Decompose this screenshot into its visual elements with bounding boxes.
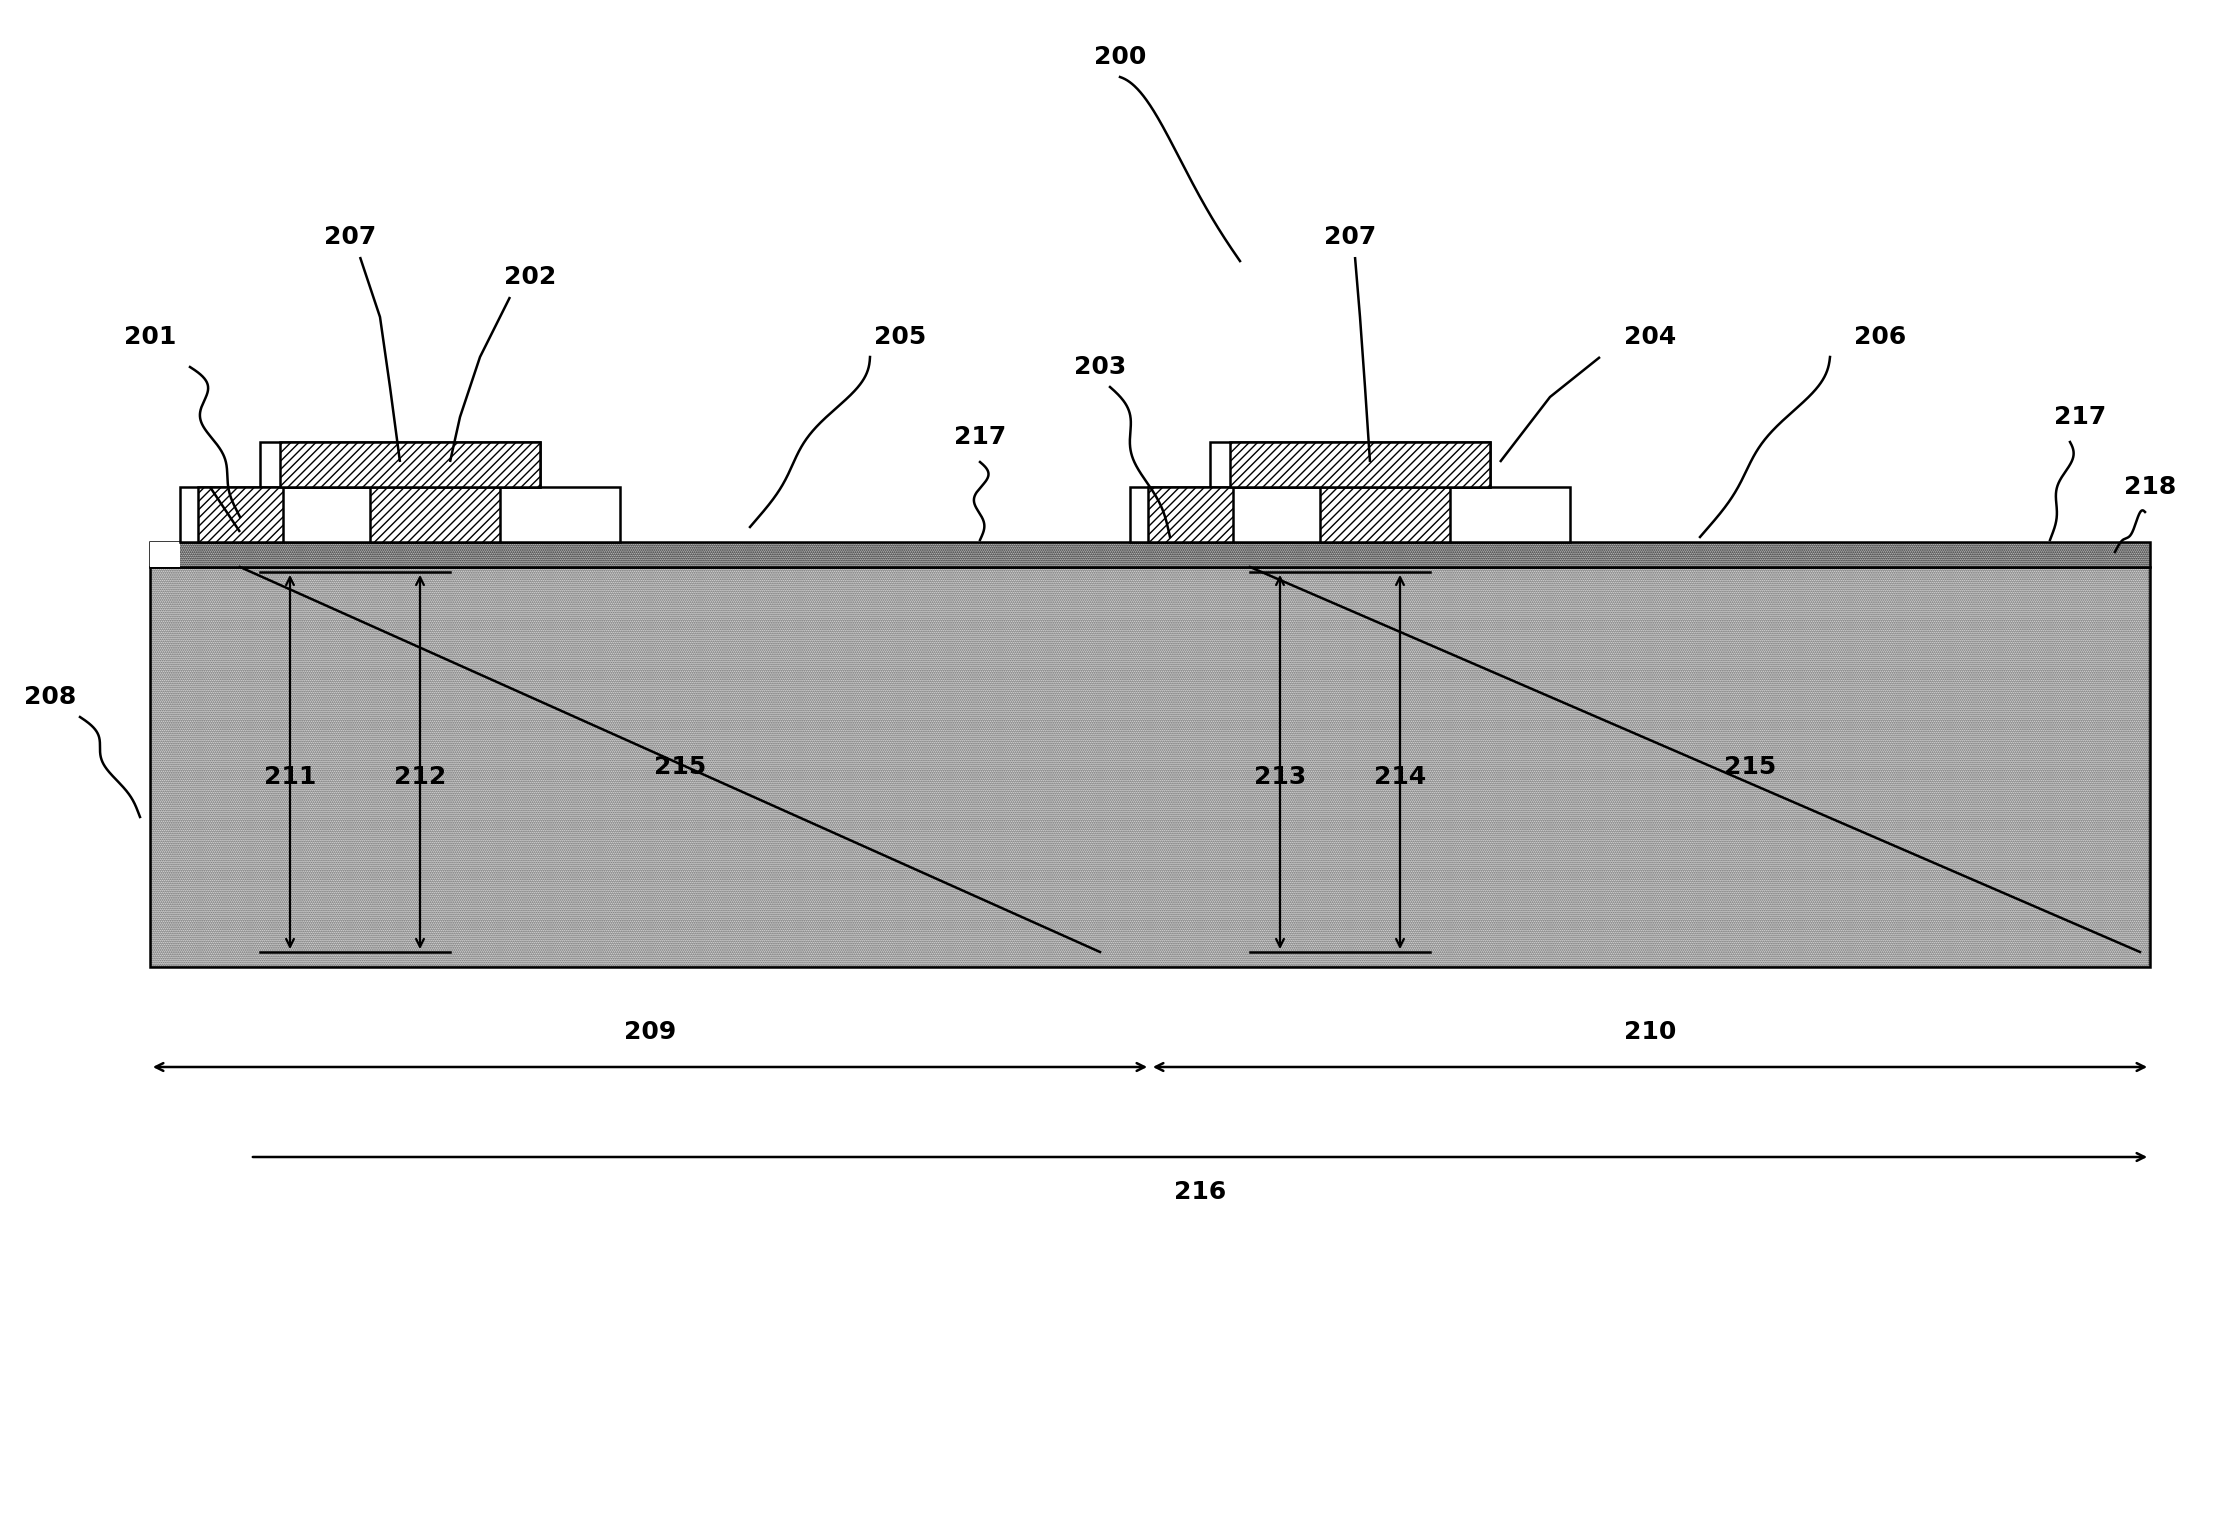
Text: 214: 214 (1373, 765, 1427, 789)
Bar (150, 542, 181, 567)
Bar (1147, 487, 1232, 542)
Text: 204: 204 (1623, 325, 1677, 349)
Text: 201: 201 (123, 325, 177, 349)
Text: 215: 215 (653, 755, 707, 780)
Bar (1230, 441, 1489, 487)
Text: 203: 203 (1073, 355, 1127, 379)
Text: 210: 210 (1623, 1019, 1677, 1044)
Text: 211: 211 (264, 765, 315, 789)
Bar (369, 487, 501, 542)
Bar (1319, 487, 1449, 542)
Bar (152, 569, 2149, 965)
Bar (280, 441, 541, 487)
Text: 218: 218 (2124, 475, 2176, 499)
Text: 206: 206 (1854, 325, 1905, 349)
Text: 216: 216 (1174, 1180, 1225, 1204)
Text: 217: 217 (2055, 405, 2106, 429)
Text: 207: 207 (1324, 225, 1375, 249)
Text: 215: 215 (1724, 755, 1775, 780)
Text: 209: 209 (624, 1019, 675, 1044)
Bar (150, 542, 2151, 567)
Bar (259, 441, 541, 487)
Text: 205: 205 (874, 325, 926, 349)
Bar (181, 487, 619, 542)
Bar (1129, 487, 1570, 542)
Text: 202: 202 (503, 265, 557, 290)
Bar (150, 567, 2151, 966)
Text: 200: 200 (1093, 46, 1147, 68)
Bar (199, 487, 284, 542)
Text: 208: 208 (25, 686, 76, 708)
Text: 207: 207 (324, 225, 376, 249)
Text: 212: 212 (394, 765, 447, 789)
Text: 217: 217 (955, 425, 1006, 449)
Text: 213: 213 (1254, 765, 1306, 789)
Bar (1210, 441, 1489, 487)
